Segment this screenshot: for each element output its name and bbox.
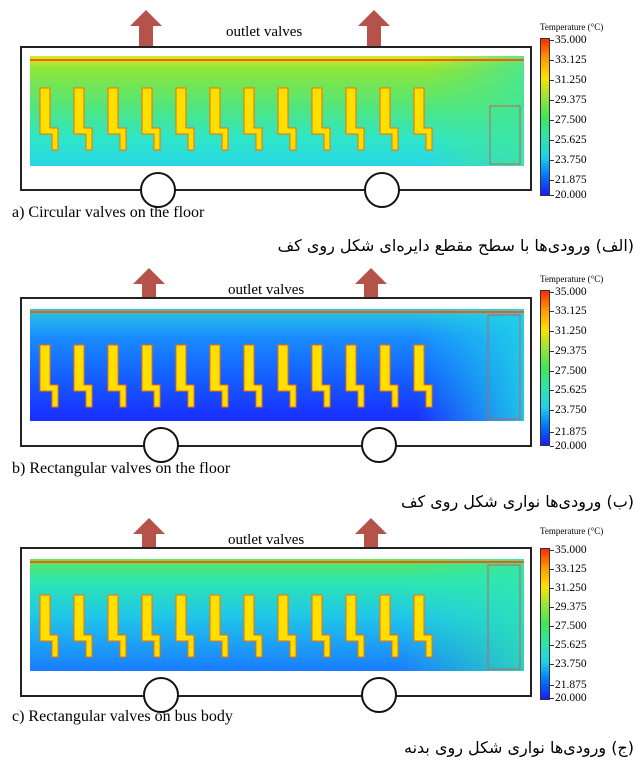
legend-tick: 31.250 [550,325,587,337]
caption-persian: (ج) ورودی‌ها نواری شکل روی بدنه [403,738,634,757]
legend-colorbar [540,38,550,196]
legend-tick: 20.000 [550,440,587,452]
outlet-arrow-left [133,518,165,554]
outlet-arrow-left [130,10,162,46]
bus-body [20,46,532,208]
legend-tick: 21.875 [550,174,587,186]
temperature-field [30,309,524,421]
outlet-arrow-right [355,518,387,554]
legend-colorbar [540,290,550,446]
legend-tick: 33.125 [550,563,587,575]
rear-wheel [364,172,400,208]
temperature-legend: Temperature (°C) 35.000 33.125 31.250 29… [540,526,642,704]
temperature-field [30,56,524,166]
legend-tick: 35.000 [550,544,587,556]
legend-title: Temperature (°C) [540,274,604,284]
legend-tick: 25.625 [550,639,587,651]
rear-wheel [361,427,397,463]
legend-tick: 29.375 [550,601,587,613]
outlet-arrow-right [358,10,390,46]
outlet-arrow-right [355,268,387,304]
outlet-label: outlet valves [228,532,305,548]
temperature-legend: Temperature (°C) 35.000 33.125 31.250 29… [540,22,642,201]
legend-colorbar [540,548,550,700]
legend-tick: 23.750 [550,154,587,166]
bus-body [20,547,532,713]
front-wheel [140,172,176,208]
legend-tick: 25.625 [550,384,587,396]
legend-tick: 33.125 [550,305,587,317]
outlet-label: outlet valves [228,282,305,298]
front-wheel [143,677,179,713]
caption-persian: (الف) ورودی‌ها با سطح مقطع دایره‌ای شکل … [277,236,634,255]
legend-tick: 31.250 [550,582,587,594]
bus-body [20,297,532,463]
legend-tick: 35.000 [550,286,587,298]
outlet-arrow-left [133,268,165,304]
legend-tick: 25.625 [550,134,587,146]
legend-tick: 31.250 [550,74,587,86]
legend-title: Temperature (°C) [540,22,604,32]
legend-tick: 23.750 [550,658,587,670]
legend-tick: 29.375 [550,94,587,106]
legend-tick: 20.000 [550,189,587,201]
legend-title: Temperature (°C) [540,526,604,536]
caption-english: a) Circular valves on the floor [12,204,205,221]
temperature-legend: Temperature (°C) 35.000 33.125 31.250 29… [540,274,642,452]
legend-tick: 27.500 [550,114,587,126]
rear-wheel [361,677,397,713]
legend-tick: 33.125 [550,54,587,66]
legend-tick: 20.000 [550,692,587,704]
legend-tick: 23.750 [550,404,587,416]
caption-english: b) Rectangular valves on the floor [12,460,231,477]
temperature-field [30,559,524,671]
legend-tick: 27.500 [550,365,587,377]
legend-tick: 21.875 [550,426,587,438]
caption-english: c) Rectangular valves on bus body [12,708,233,725]
legend-tick: 27.500 [550,620,587,632]
legend-tick: 29.375 [550,345,587,357]
caption-persian: (ب) ورودی‌ها نواری شکل روی کف [400,492,634,511]
front-wheel [143,427,179,463]
outlet-label: outlet valves [226,24,303,40]
legend-tick: 35.000 [550,34,587,46]
legend-tick: 21.875 [550,679,587,691]
